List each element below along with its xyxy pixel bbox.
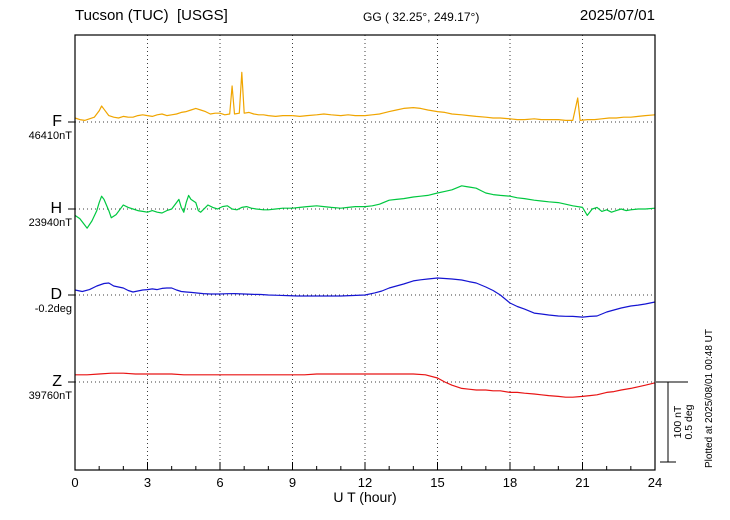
series-baseline-value-Z: 39760nT bbox=[29, 390, 73, 402]
plotted-at-note: Plotted at 2025/08/01 00:48 UT bbox=[704, 329, 715, 468]
x-tick-label: 15 bbox=[430, 475, 444, 490]
x-tick-label: 21 bbox=[575, 475, 589, 490]
x-tick-label: 18 bbox=[503, 475, 517, 490]
series-baseline-value-D: -0.2deg bbox=[35, 303, 72, 315]
series-letter-F: F bbox=[52, 113, 62, 130]
series-path-D bbox=[74, 277, 656, 318]
station-title: Tucson (TUC) [USGS] bbox=[75, 7, 228, 24]
plot-date: 2025/07/01 bbox=[579, 7, 655, 24]
series-letter-Z: Z bbox=[52, 373, 62, 390]
scale-label-nt: 100 nT bbox=[672, 405, 684, 438]
series-baseline-value-H: 23940nT bbox=[29, 217, 73, 229]
series-letter-H: H bbox=[50, 200, 62, 217]
x-tick-label: 9 bbox=[289, 475, 296, 490]
x-tick-label: 0 bbox=[71, 475, 78, 490]
x-tick-label: 24 bbox=[648, 475, 662, 490]
series-letter-D: D bbox=[50, 286, 62, 303]
x-axis-label: U T (hour) bbox=[333, 489, 397, 505]
geo-coordinates: GG ( 32.25°, 249.17°) bbox=[363, 10, 480, 24]
x-tick-label: 3 bbox=[144, 475, 151, 490]
plot-border bbox=[74, 34, 656, 471]
series-path-Z bbox=[75, 372, 656, 398]
scale-label-deg: 0.5 deg bbox=[683, 404, 695, 439]
series-path-H bbox=[74, 185, 656, 229]
x-tick-label: 6 bbox=[216, 475, 223, 490]
series-baseline-value-F: 46410nT bbox=[29, 130, 73, 142]
series-path-F bbox=[74, 71, 656, 122]
x-tick-label: 12 bbox=[358, 475, 372, 490]
